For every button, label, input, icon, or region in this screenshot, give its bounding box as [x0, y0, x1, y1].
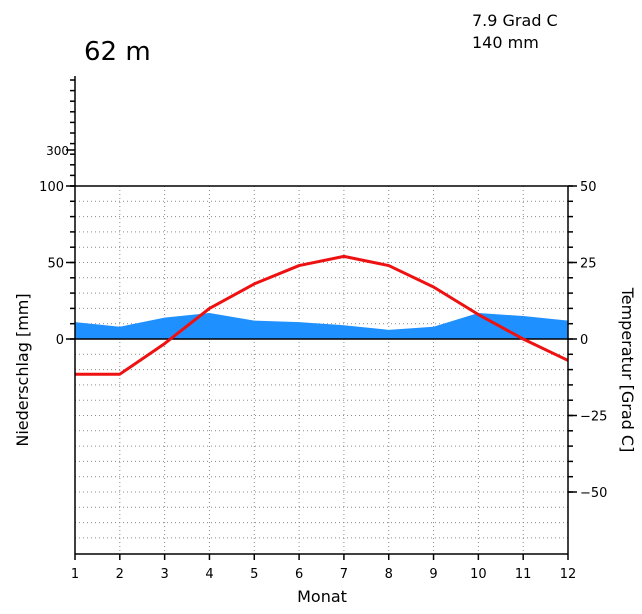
left-axis-title: Niederschlag [mm] — [13, 293, 32, 446]
right-tick-label: 50 — [580, 180, 597, 195]
x-tick-label: 3 — [160, 567, 168, 582]
upper-scale-ticks — [66, 79, 75, 187]
left-tick-label: 100 — [39, 180, 64, 195]
gridlines — [75, 186, 568, 554]
x-tick-label: 1 — [71, 567, 79, 582]
right-tick-label: 25 — [580, 257, 597, 272]
left-tick-label: 50 — [47, 257, 64, 272]
right-axis-title: Temperatur [Grad C] — [618, 287, 637, 453]
precipitation-area — [75, 312, 568, 339]
left-axis-ticks: 0 50 100 — [39, 180, 75, 348]
right-axis-ticks: −50 −25 0 25 50 — [568, 180, 607, 501]
x-tick-label: 2 — [116, 567, 124, 582]
x-tick-label: 4 — [205, 567, 213, 582]
x-tick-label: 8 — [385, 567, 393, 582]
x-tick-label: 11 — [515, 567, 532, 582]
x-tick-label: 10 — [470, 567, 487, 582]
upper-scale-label: 300 — [46, 144, 69, 158]
x-tick-label: 12 — [560, 567, 577, 582]
temperature-line — [75, 254, 569, 376]
right-tick-label: −25 — [580, 410, 607, 425]
mean-temperature-label: 7.9 Grad C — [472, 11, 558, 30]
elevation-label: 62 m — [84, 37, 151, 67]
x-tick-label: 6 — [295, 567, 303, 582]
x-tick-label: 5 — [250, 567, 258, 582]
left-tick-label: 0 — [56, 333, 64, 348]
x-tick-label: 9 — [429, 567, 437, 582]
x-axis-title: Monat — [297, 587, 347, 606]
right-tick-label: −50 — [580, 486, 607, 501]
right-tick-label: 0 — [580, 333, 588, 348]
x-axis-ticks: 1 2 3 4 5 6 7 8 9 10 11 12 — [71, 554, 576, 582]
x-tick-label: 7 — [340, 567, 348, 582]
annual-precipitation-label: 140 mm — [472, 33, 539, 52]
